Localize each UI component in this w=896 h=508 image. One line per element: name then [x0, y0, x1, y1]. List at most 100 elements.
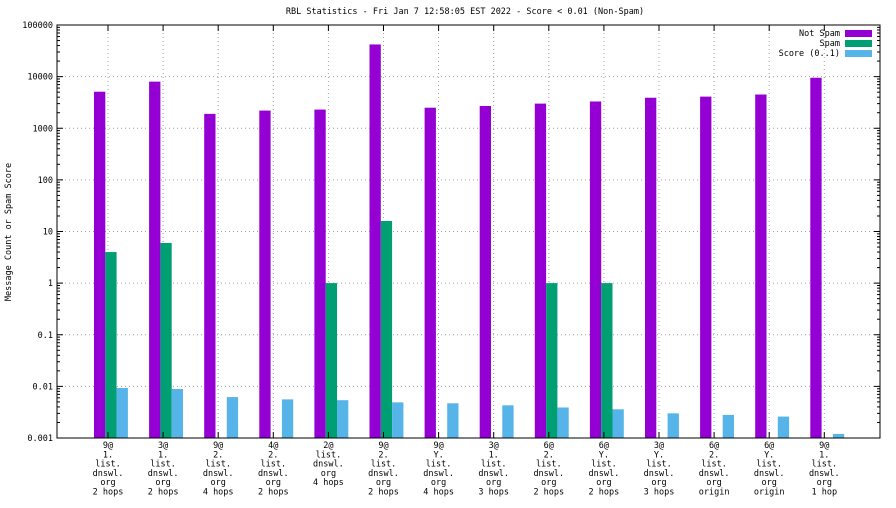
- x-tick-label-line: list.: [95, 460, 121, 470]
- y-axis-label: Message Count or Spam Score: [4, 163, 14, 301]
- bar-not-spam: [479, 105, 491, 439]
- x-tick-label-line: 1.: [819, 450, 829, 460]
- x-tick-label: 9@ 1. list. dnswl. org 1 hop: [809, 441, 840, 498]
- x-tick-label-line: 2 hops: [368, 488, 399, 498]
- bar-score: [337, 400, 349, 438]
- x-tick-label-line: Y.: [764, 450, 774, 460]
- x-tick-label-line: list.: [536, 460, 562, 470]
- bar-spam: [160, 242, 172, 438]
- x-tick-label-line: origin: [754, 488, 785, 498]
- x-tick-label-line: org: [541, 478, 556, 488]
- legend-swatch: [845, 30, 872, 37]
- x-tick-label-line: 3@: [654, 441, 664, 451]
- x-tick-label-line: list.: [150, 460, 176, 470]
- y-tick-label: 1: [48, 279, 53, 289]
- x-tick-label-line: 4@: [268, 441, 278, 451]
- x-tick-label-line: Y.: [433, 450, 443, 460]
- chart-title: RBL Statistics - Fri Jan 7 12:58:05 EST …: [286, 7, 644, 17]
- bar-spam: [325, 283, 337, 438]
- bar-spam: [601, 283, 613, 438]
- x-tick-label-line: dnswl.: [423, 469, 454, 479]
- x-tick-label-line: Y.: [654, 450, 664, 460]
- bar-not-spam: [149, 81, 161, 438]
- x-tick-label: 2@ list. dnswl. org 4 hops: [313, 441, 344, 488]
- x-tick-label: 9@ 2. list. dnswl. org 4 hops: [203, 441, 234, 498]
- x-tick-label-line: 2 hops: [93, 488, 124, 498]
- x-tick-label-line: dnswl.: [368, 469, 399, 479]
- x-tick-label-line: org: [431, 478, 446, 488]
- x-tick-label-line: 6@: [709, 441, 719, 451]
- x-tick-label-line: org: [211, 478, 226, 488]
- x-tick-label-line: 1.: [158, 450, 168, 460]
- x-tick-label-line: dnswl.: [93, 469, 124, 479]
- x-tick-label-line: list.: [426, 460, 452, 470]
- y-tick-label: 100000: [22, 21, 53, 31]
- x-tick-label-line: 4 hops: [203, 488, 234, 498]
- x-tick-label: 3@ 1. list. dnswl. org 2 hops: [148, 441, 179, 498]
- legend-label: Not Spam: [799, 29, 840, 39]
- x-tick-label: 9@ 1. list. dnswl. org 2 hops: [93, 441, 124, 498]
- x-tick-label: 6@ 2. list. dnswl. org 2 hops: [533, 441, 564, 498]
- x-tick-label-line: 4 hops: [313, 478, 344, 488]
- x-tick-label-line: list.: [371, 460, 397, 470]
- y-tick-label: 10: [43, 228, 53, 238]
- x-tick-label-line: dnswl.: [148, 469, 179, 479]
- x-tick-label-line: list.: [646, 460, 672, 470]
- x-tick-label-line: 2.: [213, 450, 223, 460]
- x-tick-label-line: 1 hop: [812, 488, 838, 498]
- bar-score: [392, 402, 404, 438]
- x-tick-label-line: list.: [481, 460, 507, 470]
- bar-not-spam: [314, 109, 326, 438]
- x-tick-label-line: org: [817, 478, 832, 488]
- x-tick-label-line: org: [596, 478, 611, 488]
- bar-score: [722, 414, 734, 438]
- bar-not-spam: [589, 101, 602, 438]
- bar-not-spam: [755, 94, 767, 439]
- x-tick-label-line: dnswl.: [203, 469, 234, 479]
- x-tick-label-line: org: [321, 469, 336, 479]
- legend-label: Score (0..1): [779, 49, 840, 59]
- bar-not-spam: [259, 110, 271, 439]
- x-tick-label-line: 2 hops: [148, 488, 179, 498]
- x-tick-label-line: dnswl.: [644, 469, 675, 479]
- x-tick-label: 3@ Y. list. dnswl. org 3 hops: [644, 441, 675, 498]
- x-tick-label-line: list.: [812, 460, 838, 470]
- bar-score: [612, 409, 624, 438]
- y-tick-label: 0.001: [27, 434, 53, 444]
- x-tick-label-line: list.: [316, 450, 342, 460]
- x-tick-label-line: 9@: [213, 441, 223, 451]
- bar-score: [447, 403, 459, 438]
- x-tick-label-line: 1.: [103, 450, 113, 460]
- x-tick-label-line: list.: [261, 460, 287, 470]
- x-tick-label-line: 2.: [544, 450, 554, 460]
- y-tick-label: 1000: [33, 124, 53, 134]
- x-tick-label-line: 6@: [544, 441, 554, 451]
- bar-not-spam: [700, 96, 712, 438]
- x-tick-label-line: 2 hops: [533, 488, 564, 498]
- x-tick-label-line: 9@: [433, 441, 443, 451]
- x-tick-label-line: org: [100, 478, 115, 488]
- bar-score: [116, 388, 128, 438]
- x-tick-label-line: 2 hops: [589, 488, 620, 498]
- bar-score: [226, 397, 239, 438]
- bar-spam: [105, 252, 117, 438]
- bar-score: [557, 407, 569, 438]
- x-tick-label-line: 4 hops: [423, 488, 454, 498]
- y-tick-label: 0.1: [38, 331, 53, 341]
- x-tick-label: 4@ 2. list. dnswl. org 2 hops: [258, 441, 289, 498]
- x-tick-label-line: org: [486, 478, 501, 488]
- x-tick-label-line: list.: [701, 460, 727, 470]
- x-tick-label-line: dnswl.: [533, 469, 564, 479]
- legend-swatch: [845, 50, 872, 57]
- bar-not-spam: [369, 44, 381, 438]
- x-tick-label-line: org: [762, 478, 777, 488]
- x-tick-label-line: 1.: [489, 450, 499, 460]
- x-tick-label-line: 9@: [378, 441, 388, 451]
- x-tick-label-line: dnswl.: [809, 469, 840, 479]
- x-tick-label-line: dnswl.: [589, 469, 620, 479]
- x-tick-label-line: org: [266, 478, 281, 488]
- x-tick-label-line: 3 hops: [644, 488, 675, 498]
- x-tick-label: 6@ Y. list. dnswl. org origin: [754, 441, 785, 498]
- x-tick-label: 9@ 2. list. dnswl. org 2 hops: [368, 441, 399, 498]
